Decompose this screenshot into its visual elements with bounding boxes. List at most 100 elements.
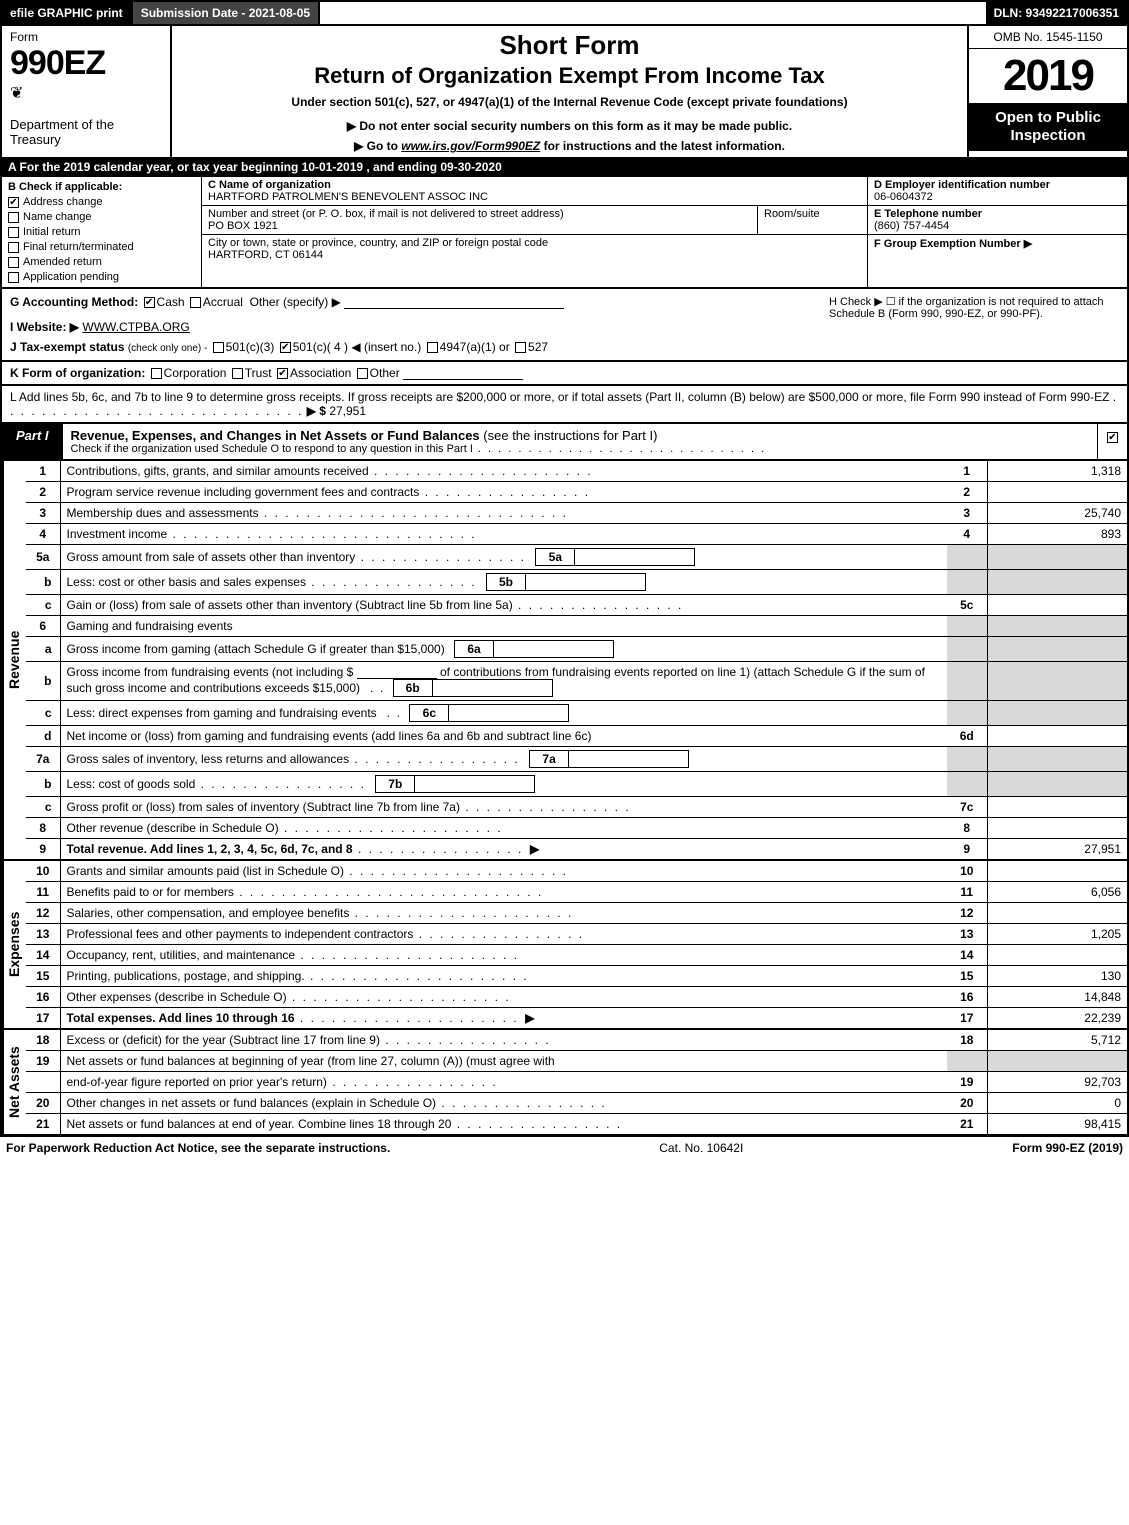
part-i-subline: Check if the organization used Schedule … [71, 443, 1089, 455]
line-3: 3 Membership dues and assessments 3 25,7… [26, 503, 1127, 524]
group-exemption-row: F Group Exemption Number ▶ [868, 235, 1127, 252]
check-address-change[interactable]: ✔Address change [8, 196, 195, 208]
line-rt-val: 14,848 [987, 987, 1127, 1008]
mini-num: 6a [454, 640, 494, 658]
line-rt-num: 15 [947, 966, 987, 987]
mini-num: 5b [486, 573, 526, 591]
check-final-return[interactable]: Final return/terminated [8, 241, 195, 253]
line-16: 16 Other expenses (describe in Schedule … [26, 987, 1127, 1008]
website-value[interactable]: WWW.CTPBA.ORG [82, 320, 189, 334]
telephone-row: E Telephone number (860) 757-4454 [868, 206, 1127, 235]
line-12: 12 Salaries, other compensation, and emp… [26, 903, 1127, 924]
line-19-b: end-of-year figure reported on prior yea… [26, 1072, 1127, 1093]
checkbox-cash[interactable]: ✔ [144, 297, 155, 308]
line-rt-val [987, 903, 1127, 924]
line-rt-val: 25,740 [987, 503, 1127, 524]
line-rt-num: 17 [947, 1008, 987, 1029]
line-rt-val-shaded [987, 747, 1127, 772]
checkbox-accrual[interactable] [190, 297, 201, 308]
checkbox-4947[interactable] [427, 342, 438, 353]
line-rt-num-shaded [947, 545, 987, 570]
checkbox-501c3[interactable] [213, 342, 224, 353]
line-desc: Gross income from fundraising events (no… [60, 662, 947, 701]
part-i-tab: Part I [2, 424, 63, 459]
checkbox-527[interactable] [515, 342, 526, 353]
revenue-table: 1 Contributions, gifts, grants, and simi… [26, 461, 1127, 859]
ein-value: 06-0604372 [874, 191, 933, 203]
line-num: 3 [26, 503, 60, 524]
line-rt-num-shaded [947, 747, 987, 772]
form-header: Form 990EZ ❦ Department of the Treasury … [0, 26, 1129, 157]
irs-link[interactable]: www.irs.gov/Form990EZ [401, 139, 540, 153]
checkbox-schedule-o[interactable]: ✔ [1107, 432, 1118, 443]
line-2: 2 Program service revenue including gove… [26, 482, 1127, 503]
expenses-vert-label: Expenses [2, 861, 26, 1028]
line-num: 9 [26, 839, 60, 860]
line-rt-val-shaded [987, 1051, 1127, 1072]
net-assets-vert-label: Net Assets [2, 1030, 26, 1134]
line-rt-num: 1 [947, 461, 987, 482]
mini-num: 6c [409, 704, 449, 722]
mini-val [575, 548, 695, 566]
check-label: Name change [23, 211, 92, 223]
line-desc: Printing, publications, postage, and shi… [60, 966, 947, 987]
check-amended-return[interactable]: Amended return [8, 256, 195, 268]
line-num-empty [26, 1072, 60, 1093]
org-name-row: C Name of organization HARTFORD PATROLME… [202, 177, 867, 206]
c-name-label: C Name of organization [208, 179, 331, 191]
line-rt-num: 5c [947, 595, 987, 616]
line-rt-num: 18 [947, 1030, 987, 1051]
line-desc: Investment income [60, 524, 947, 545]
h-check: H Check ▶ ☐ if the organization is not r… [819, 295, 1119, 320]
line-rt-val-shaded [987, 662, 1127, 701]
check-initial-return[interactable]: Initial return [8, 226, 195, 238]
mini-num: 5a [535, 548, 575, 566]
return-title: Return of Organization Exempt From Incom… [178, 63, 961, 89]
line-num: c [26, 701, 60, 726]
dots-icon [295, 1011, 519, 1025]
checkbox-501c[interactable]: ✔ [280, 342, 291, 353]
dots-icon [327, 1075, 498, 1089]
part-i-hint: (see the instructions for Part I) [483, 428, 657, 443]
check-application-pending[interactable]: Application pending [8, 271, 195, 283]
other-specify-input[interactable] [344, 295, 564, 309]
dots-icon [413, 927, 584, 941]
other-org-input[interactable] [403, 366, 523, 380]
line-rt-num: 12 [947, 903, 987, 924]
line-desc: Occupancy, rent, utilities, and maintena… [60, 945, 947, 966]
mini-num: 6b [393, 679, 433, 697]
line-6a: a Gross income from gaming (attach Sched… [26, 637, 1127, 662]
part-i-header: Part I Revenue, Expenses, and Changes in… [0, 424, 1129, 461]
checkbox-trust[interactable] [232, 368, 243, 379]
line-desc: Net income or (loss) from gaming and fun… [60, 726, 947, 747]
line-desc: Total revenue. Add lines 1, 2, 3, 4, 5c,… [60, 839, 947, 860]
accounting-method: G Accounting Method: ✔Cash Accrual Other… [10, 295, 819, 314]
efile-label[interactable]: efile GRAPHIC print [2, 2, 133, 24]
dln-label: DLN: 93492217006351 [986, 2, 1127, 24]
line-19-a: 19 Net assets or fund balances at beginn… [26, 1051, 1127, 1072]
dots-icon [380, 1033, 551, 1047]
line-5a: 5a Gross amount from sale of assets othe… [26, 545, 1127, 570]
mini-num: 7a [529, 750, 569, 768]
dots-icon [195, 777, 366, 791]
line-17: 17 Total expenses. Add lines 10 through … [26, 1008, 1127, 1029]
goto-line: ▶ Go to www.irs.gov/Form990EZ for instru… [178, 139, 961, 153]
line-rt-num: 7c [947, 797, 987, 818]
line-num: c [26, 595, 60, 616]
checkbox-corporation[interactable] [151, 368, 162, 379]
line-num: b [26, 772, 60, 797]
contrib-amount-input[interactable] [357, 665, 437, 679]
line-rt-val-shaded [987, 616, 1127, 637]
footer-cat-no: Cat. No. 10642I [659, 1141, 743, 1155]
line-rt-num: 4 [947, 524, 987, 545]
dots-icon [349, 906, 573, 920]
dots-icon [259, 506, 568, 520]
dots-icon [344, 864, 568, 878]
section-bcdef: B Check if applicable: ✔Address change N… [0, 177, 1129, 289]
city-value: HARTFORD, CT 06144 [208, 249, 323, 261]
line-rt-num: 6d [947, 726, 987, 747]
checkbox-association[interactable]: ✔ [277, 368, 288, 379]
check-name-change[interactable]: Name change [8, 211, 195, 223]
line-rt-val [987, 595, 1127, 616]
checkbox-other-org[interactable] [357, 368, 368, 379]
